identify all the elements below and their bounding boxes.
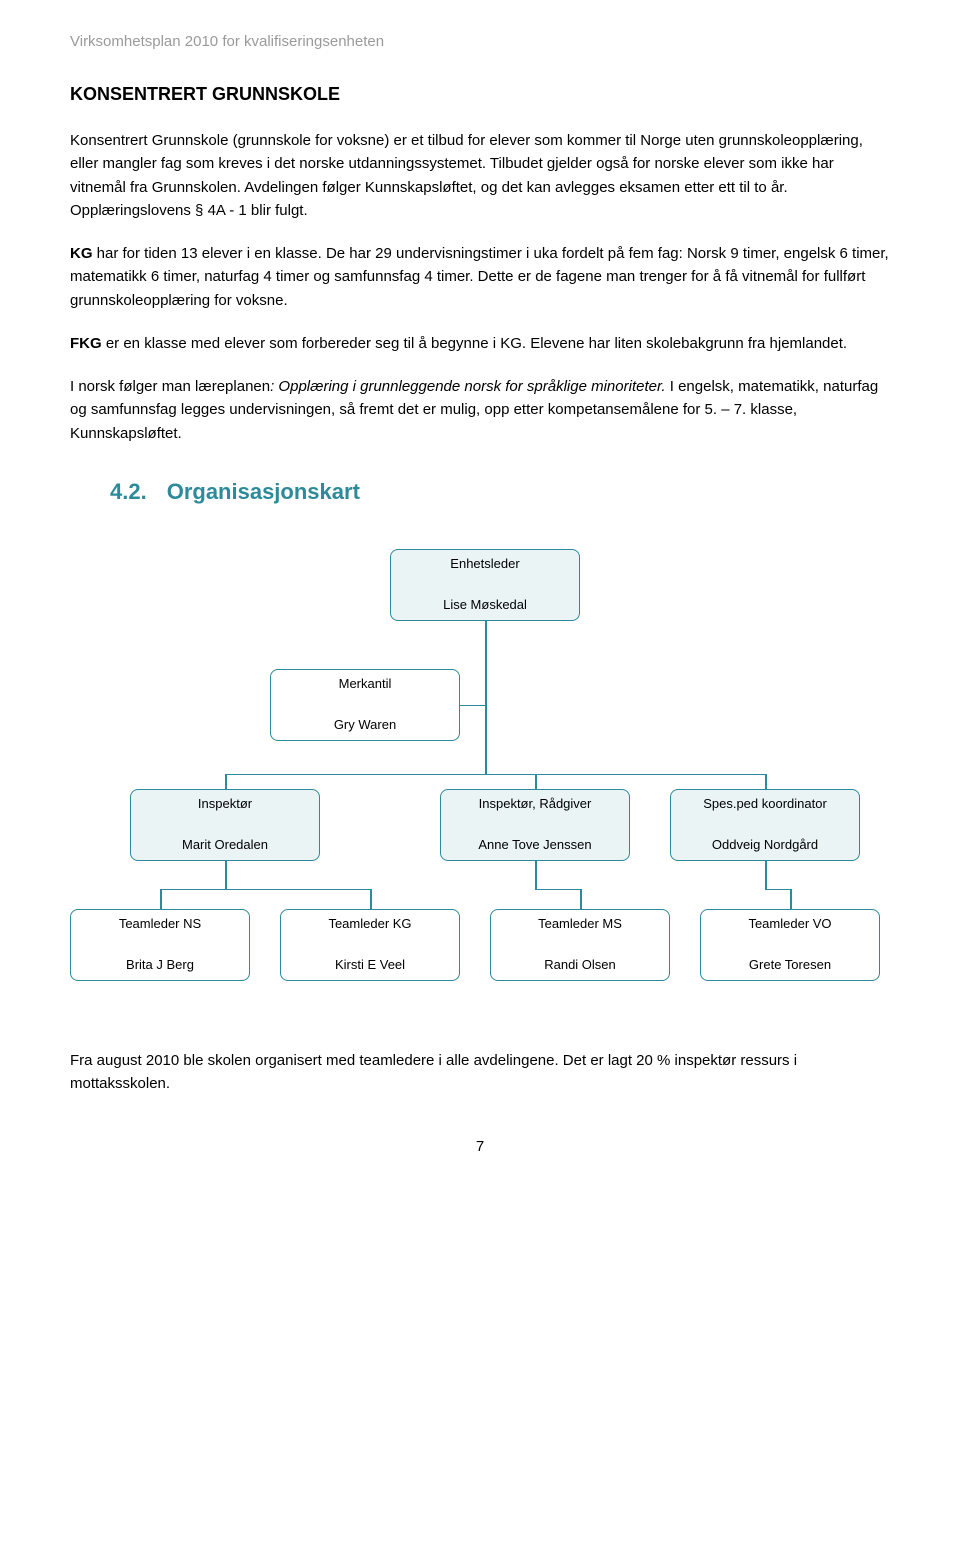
- footer-paragraph: Fra august 2010 ble skolen organisert me…: [70, 1049, 890, 1096]
- org-connector: [535, 861, 537, 889]
- org-node-role: Spes.ped koordinator: [675, 796, 855, 813]
- org-chart: Enhetsleder Lise Møskedal Merkantil Gry War…: [70, 549, 890, 1019]
- curriculum-paragraph: I norsk følger man læreplanen: Opplæring…: [70, 375, 890, 445]
- fkg-paragraph: FKG er en klasse med elever som forbered…: [70, 332, 890, 355]
- org-connector: [535, 774, 537, 789]
- kg-text: har for tiden 13 elever i en klasse. De …: [70, 245, 889, 309]
- org-node-person: Oddveig Nordgård: [675, 837, 855, 854]
- org-connector: [160, 889, 370, 891]
- subsection-number: 4.2.: [110, 479, 147, 504]
- org-node-role: Enhetsleder: [395, 556, 575, 573]
- org-node-role: Teamleder NS: [75, 916, 245, 933]
- org-connector: [485, 621, 487, 774]
- org-connector: [225, 774, 765, 776]
- org-node-person: Marit Oredalen: [135, 837, 315, 854]
- org-connector: [580, 889, 582, 909]
- org-node-role: Inspektør: [135, 796, 315, 813]
- page-number: 7: [70, 1135, 890, 1158]
- org-node-person: Gry Waren: [275, 717, 455, 734]
- para4-a: I norsk følger man læreplanen: [70, 378, 270, 395]
- org-node-team_ms: Teamleder MS Randi Olsen: [490, 909, 670, 981]
- org-node-person: Randi Olsen: [495, 957, 665, 974]
- org-connector: [160, 889, 162, 909]
- org-node-person: Kirsti E Veel: [285, 957, 455, 974]
- org-node-merkantil: Merkantil Gry Waren: [270, 669, 460, 741]
- org-node-person: Lise Møskedal: [395, 597, 575, 614]
- org-node-role: Inspektør, Rådgiver: [445, 796, 625, 813]
- org-connector: [535, 889, 580, 891]
- org-node-inspektor2: Inspektør, Rådgiver Anne Tove Jenssen: [440, 789, 630, 861]
- section-title: KONSENTRERT GRUNNSKOLE: [70, 81, 890, 109]
- org-connector: [225, 861, 227, 889]
- intro-paragraph: Konsentrert Grunnskole (grunnskole for v…: [70, 129, 890, 222]
- org-node-person: Brita J Berg: [75, 957, 245, 974]
- org-node-team_ns: Teamleder NS Brita J Berg: [70, 909, 250, 981]
- kg-paragraph: KG har for tiden 13 elever i en klasse. …: [70, 242, 890, 312]
- fkg-text: er en klasse med elever som forbereder s…: [102, 335, 847, 352]
- org-connector: [460, 705, 485, 707]
- org-connector: [765, 774, 767, 789]
- org-connector: [765, 861, 767, 889]
- page-header: Virksomhetsplan 2010 for kvalifiseringse…: [70, 30, 890, 53]
- org-connector: [370, 889, 372, 909]
- org-node-role: Merkantil: [275, 676, 455, 693]
- org-node-team_kg: Teamleder KG Kirsti E Veel: [280, 909, 460, 981]
- org-node-role: Teamleder KG: [285, 916, 455, 933]
- org-node-inspektor1: Inspektør Marit Oredalen: [130, 789, 320, 861]
- subsection-title: Organisasjonskart: [167, 479, 360, 504]
- org-node-role: Teamleder VO: [705, 916, 875, 933]
- org-connector: [225, 774, 227, 789]
- para4-italic: : Opplæring i grunnleggende norsk for sp…: [270, 378, 670, 395]
- org-connector: [790, 889, 792, 909]
- org-node-role: Teamleder MS: [495, 916, 665, 933]
- subsection-heading: 4.2. Organisasjonskart: [110, 475, 890, 509]
- kg-bold: KG: [70, 245, 93, 262]
- fkg-bold: FKG: [70, 335, 102, 352]
- org-node-team_vo: Teamleder VO Grete Toresen: [700, 909, 880, 981]
- org-node-spesped: Spes.ped koordinator Oddveig Nordgård: [670, 789, 860, 861]
- org-node-person: Anne Tove Jenssen: [445, 837, 625, 854]
- org-node-person: Grete Toresen: [705, 957, 875, 974]
- org-node-enhetsleder: Enhetsleder Lise Møskedal: [390, 549, 580, 621]
- org-connector: [765, 889, 790, 891]
